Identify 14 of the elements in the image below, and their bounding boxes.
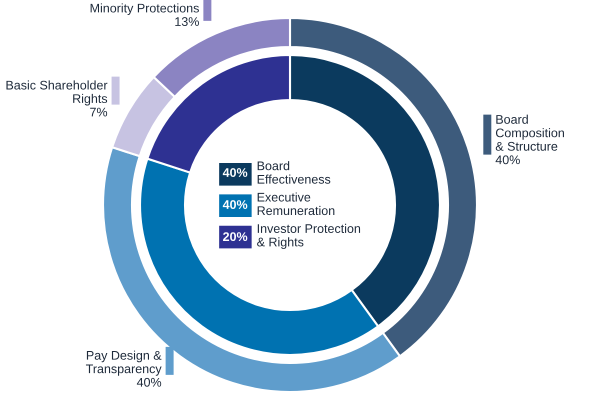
legend-label: Executive Remuneration [258,192,334,216]
data-label: 20% [223,232,248,242]
data-label: 13% [175,17,199,26]
legend-label: Investor Protection & Rights [257,224,360,249]
data-label: 40% [222,168,248,177]
data-label: 40% [222,200,248,210]
legend-label: Board Effectiveness [258,161,330,184]
slice-label: Board Composition & Structure [496,114,564,151]
slice-label: Basic Shareholder Rights [6,80,108,106]
slice-label: Pay Design & Transparency [86,350,162,376]
data-label: 7% [90,108,108,116]
data-label: 40% [496,155,520,164]
data-label: 40% [136,378,162,387]
slice-label: Minority Protections [90,3,199,16]
